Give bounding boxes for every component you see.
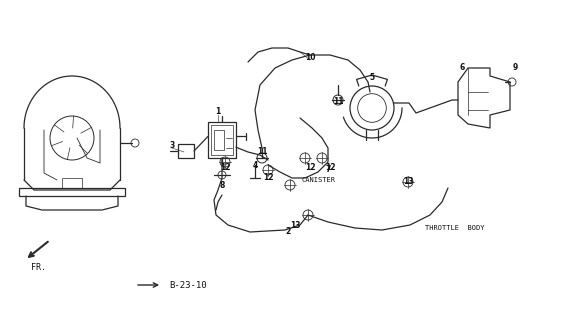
Bar [178, 144, 194, 158]
Text: THROTTLE  BODY: THROTTLE BODY [425, 225, 485, 231]
Text: 13: 13 [290, 220, 301, 229]
Bar [211, 125, 233, 155]
Text: B-23-10: B-23-10 [169, 281, 207, 290]
Text: FR.: FR. [31, 263, 46, 273]
Text: 8: 8 [219, 180, 225, 189]
Bar [214, 130, 224, 150]
Text: 5: 5 [369, 74, 375, 83]
Text: 11: 11 [333, 98, 343, 107]
Text: 10: 10 [305, 53, 315, 62]
Bar [19, 188, 125, 196]
Text: 7: 7 [325, 165, 331, 174]
Text: 3: 3 [170, 140, 175, 149]
Text: 13: 13 [403, 178, 413, 187]
Text: 6: 6 [459, 63, 464, 73]
Text: 12: 12 [220, 164, 230, 172]
Text: 11: 11 [256, 148, 267, 156]
Text: 12: 12 [325, 164, 335, 172]
Text: 1: 1 [215, 108, 221, 116]
Text: CANISTER: CANISTER [301, 177, 335, 183]
Text: 9: 9 [512, 63, 518, 73]
Bar [62, 178, 82, 188]
Bar [208, 122, 236, 158]
Text: 12: 12 [305, 164, 315, 172]
Text: 4: 4 [252, 161, 258, 170]
Text: 2: 2 [285, 228, 291, 236]
Text: 12: 12 [263, 173, 273, 182]
